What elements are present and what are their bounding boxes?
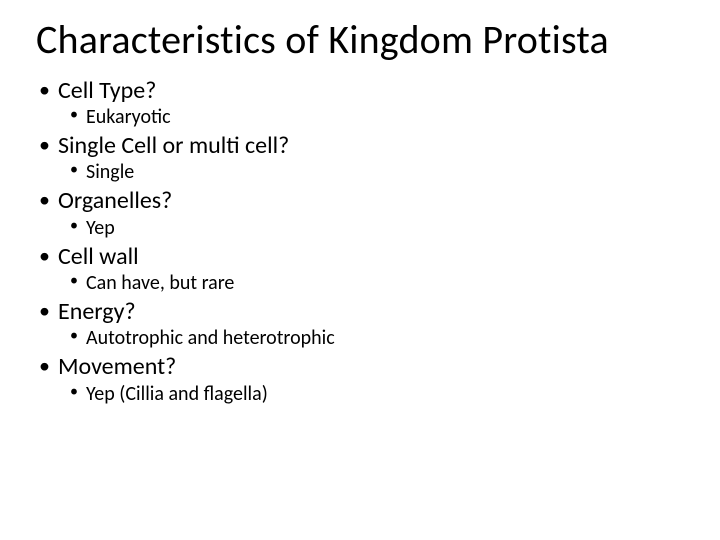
sub-list-item-label: Yep (Cillia and flagella) (86, 382, 268, 406)
sub-list-item: Can have, but rare (58, 271, 684, 296)
list-item-label: Organelles? (58, 186, 172, 215)
bullet-list: Cell Type? Eukaryotic Single Cell or mul… (36, 77, 684, 407)
list-item: Movement? Yep (Cillia and flagella) (36, 353, 684, 406)
list-item: Cell wall Can have, but rare (36, 243, 684, 296)
list-item-label: Single Cell or multi cell? (58, 131, 289, 160)
sub-list: Can have, but rare (58, 271, 684, 296)
list-item-label: Movement? (58, 352, 176, 381)
sub-list-item: Yep (Cillia and flagella) (58, 382, 684, 407)
sub-list-item: Single (58, 160, 684, 185)
slide: Characteristics of Kingdom Protista Cell… (0, 0, 720, 407)
list-item: Cell Type? Eukaryotic (36, 77, 684, 130)
sub-list-item: Yep (58, 216, 684, 241)
list-item-label: Cell Type? (58, 76, 156, 105)
sub-list-item-label: Yep (86, 216, 115, 240)
sub-list-item-label: Can have, but rare (86, 271, 234, 295)
list-item: Single Cell or multi cell? Single (36, 132, 684, 185)
sub-list: Yep (Cillia and flagella) (58, 382, 684, 407)
sub-list-item-label: Single (86, 160, 134, 184)
sub-list-item-label: Autotrophic and heterotrophic (86, 326, 335, 350)
sub-list: Yep (58, 216, 684, 241)
sub-list: Eukaryotic (58, 105, 684, 130)
sub-list: Autotrophic and heterotrophic (58, 326, 684, 351)
sub-list: Single (58, 160, 684, 185)
sub-list-item-label: Eukaryotic (86, 105, 171, 129)
slide-title: Characteristics of Kingdom Protista (36, 18, 684, 63)
sub-list-item: Autotrophic and heterotrophic (58, 326, 684, 351)
list-item-label: Cell wall (58, 242, 139, 271)
sub-list-item: Eukaryotic (58, 105, 684, 130)
list-item: Organelles? Yep (36, 187, 684, 240)
list-item-label: Energy? (58, 297, 136, 326)
list-item: Energy? Autotrophic and heterotrophic (36, 298, 684, 351)
